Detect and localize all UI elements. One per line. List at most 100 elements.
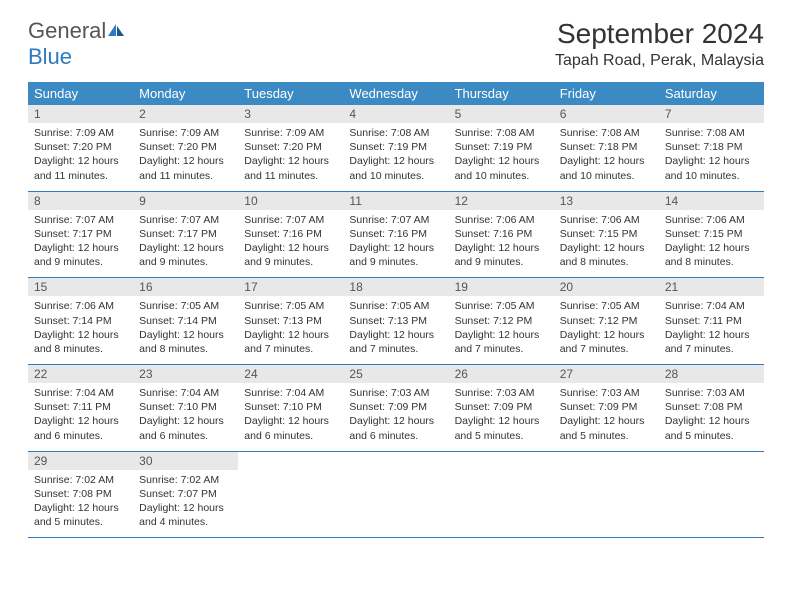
- daylight-text: Daylight: 12 hours and 9 minutes.: [34, 241, 127, 269]
- sunrise-text: Sunrise: 7:09 AM: [139, 126, 232, 140]
- sunset-text: Sunset: 7:08 PM: [34, 487, 127, 501]
- sunrise-text: Sunrise: 7:04 AM: [665, 299, 758, 313]
- sunrise-text: Sunrise: 7:07 AM: [139, 213, 232, 227]
- day-cell: 13Sunrise: 7:06 AMSunset: 7:15 PMDayligh…: [554, 192, 659, 278]
- sunrise-text: Sunrise: 7:06 AM: [560, 213, 653, 227]
- sunset-text: Sunset: 7:08 PM: [665, 400, 758, 414]
- daylight-text: Daylight: 12 hours and 7 minutes.: [349, 328, 442, 356]
- sunrise-text: Sunrise: 7:07 AM: [244, 213, 337, 227]
- sunset-text: Sunset: 7:18 PM: [665, 140, 758, 154]
- sunset-text: Sunset: 7:19 PM: [455, 140, 548, 154]
- sunrise-text: Sunrise: 7:08 AM: [665, 126, 758, 140]
- day-number: 14: [659, 192, 764, 210]
- sunset-text: Sunset: 7:16 PM: [349, 227, 442, 241]
- daylight-text: Daylight: 12 hours and 5 minutes.: [560, 414, 653, 442]
- day-body: Sunrise: 7:03 AMSunset: 7:09 PMDaylight:…: [449, 383, 554, 451]
- logo-text-1: General: [28, 18, 106, 43]
- day-body: Sunrise: 7:07 AMSunset: 7:17 PMDaylight:…: [133, 210, 238, 278]
- day-cell: 20Sunrise: 7:05 AMSunset: 7:12 PMDayligh…: [554, 278, 659, 364]
- sunset-text: Sunset: 7:10 PM: [139, 400, 232, 414]
- day-cell: 3Sunrise: 7:09 AMSunset: 7:20 PMDaylight…: [238, 105, 343, 191]
- sunrise-text: Sunrise: 7:05 AM: [455, 299, 548, 313]
- daylight-text: Daylight: 12 hours and 6 minutes.: [139, 414, 232, 442]
- day-cell: [449, 452, 554, 538]
- sunrise-text: Sunrise: 7:03 AM: [560, 386, 653, 400]
- day-cell: 28Sunrise: 7:03 AMSunset: 7:08 PMDayligh…: [659, 365, 764, 451]
- day-cell: 23Sunrise: 7:04 AMSunset: 7:10 PMDayligh…: [133, 365, 238, 451]
- sunrise-text: Sunrise: 7:03 AM: [349, 386, 442, 400]
- daylight-text: Daylight: 12 hours and 11 minutes.: [139, 154, 232, 182]
- day-cell: 29Sunrise: 7:02 AMSunset: 7:08 PMDayligh…: [28, 452, 133, 538]
- sunrise-text: Sunrise: 7:03 AM: [455, 386, 548, 400]
- day-number: 10: [238, 192, 343, 210]
- calendar-week: 15Sunrise: 7:06 AMSunset: 7:14 PMDayligh…: [28, 278, 764, 365]
- day-body: Sunrise: 7:09 AMSunset: 7:20 PMDaylight:…: [28, 123, 133, 191]
- day-body: Sunrise: 7:05 AMSunset: 7:14 PMDaylight:…: [133, 296, 238, 364]
- sunset-text: Sunset: 7:17 PM: [139, 227, 232, 241]
- sunset-text: Sunset: 7:20 PM: [139, 140, 232, 154]
- header: General Blue September 2024 Tapah Road, …: [28, 18, 764, 70]
- day-body: Sunrise: 7:05 AMSunset: 7:13 PMDaylight:…: [343, 296, 448, 364]
- sunrise-text: Sunrise: 7:04 AM: [34, 386, 127, 400]
- sunset-text: Sunset: 7:16 PM: [455, 227, 548, 241]
- day-body: Sunrise: 7:08 AMSunset: 7:19 PMDaylight:…: [449, 123, 554, 191]
- sunrise-text: Sunrise: 7:06 AM: [34, 299, 127, 313]
- day-cell: 14Sunrise: 7:06 AMSunset: 7:15 PMDayligh…: [659, 192, 764, 278]
- day-cell: 9Sunrise: 7:07 AMSunset: 7:17 PMDaylight…: [133, 192, 238, 278]
- day-body: Sunrise: 7:03 AMSunset: 7:08 PMDaylight:…: [659, 383, 764, 451]
- day-cell: 11Sunrise: 7:07 AMSunset: 7:16 PMDayligh…: [343, 192, 448, 278]
- day-body: Sunrise: 7:06 AMSunset: 7:14 PMDaylight:…: [28, 296, 133, 364]
- day-number: 23: [133, 365, 238, 383]
- day-body: Sunrise: 7:04 AMSunset: 7:11 PMDaylight:…: [659, 296, 764, 364]
- day-cell: 30Sunrise: 7:02 AMSunset: 7:07 PMDayligh…: [133, 452, 238, 538]
- sunset-text: Sunset: 7:16 PM: [244, 227, 337, 241]
- day-cell: [554, 452, 659, 538]
- calendar-week: 22Sunrise: 7:04 AMSunset: 7:11 PMDayligh…: [28, 365, 764, 452]
- day-label: Friday: [554, 82, 659, 105]
- day-body: Sunrise: 7:03 AMSunset: 7:09 PMDaylight:…: [554, 383, 659, 451]
- sunset-text: Sunset: 7:09 PM: [455, 400, 548, 414]
- day-number: 7: [659, 105, 764, 123]
- sunset-text: Sunset: 7:13 PM: [244, 314, 337, 328]
- sunrise-text: Sunrise: 7:09 AM: [34, 126, 127, 140]
- day-number: 21: [659, 278, 764, 296]
- daylight-text: Daylight: 12 hours and 11 minutes.: [244, 154, 337, 182]
- title-block: September 2024 Tapah Road, Perak, Malays…: [555, 18, 764, 70]
- day-cell: 4Sunrise: 7:08 AMSunset: 7:19 PMDaylight…: [343, 105, 448, 191]
- day-number: 30: [133, 452, 238, 470]
- daylight-text: Daylight: 12 hours and 5 minutes.: [455, 414, 548, 442]
- day-body: Sunrise: 7:02 AMSunset: 7:08 PMDaylight:…: [28, 470, 133, 538]
- day-number: 25: [343, 365, 448, 383]
- sunset-text: Sunset: 7:17 PM: [34, 227, 127, 241]
- day-number: 26: [449, 365, 554, 383]
- day-number: 5: [449, 105, 554, 123]
- sunrise-text: Sunrise: 7:03 AM: [665, 386, 758, 400]
- sunset-text: Sunset: 7:20 PM: [244, 140, 337, 154]
- day-cell: 1Sunrise: 7:09 AMSunset: 7:20 PMDaylight…: [28, 105, 133, 191]
- day-body: Sunrise: 7:04 AMSunset: 7:10 PMDaylight:…: [133, 383, 238, 451]
- day-number: 17: [238, 278, 343, 296]
- sunrise-text: Sunrise: 7:05 AM: [244, 299, 337, 313]
- day-body: Sunrise: 7:03 AMSunset: 7:09 PMDaylight:…: [343, 383, 448, 451]
- day-cell: 27Sunrise: 7:03 AMSunset: 7:09 PMDayligh…: [554, 365, 659, 451]
- daylight-text: Daylight: 12 hours and 10 minutes.: [349, 154, 442, 182]
- day-number: 13: [554, 192, 659, 210]
- location: Tapah Road, Perak, Malaysia: [555, 52, 764, 70]
- day-number: 24: [238, 365, 343, 383]
- day-number: 6: [554, 105, 659, 123]
- sunrise-text: Sunrise: 7:08 AM: [560, 126, 653, 140]
- day-cell: [343, 452, 448, 538]
- day-body: Sunrise: 7:04 AMSunset: 7:10 PMDaylight:…: [238, 383, 343, 451]
- day-number: 12: [449, 192, 554, 210]
- day-body: Sunrise: 7:07 AMSunset: 7:16 PMDaylight:…: [238, 210, 343, 278]
- calendar-header-row: Sunday Monday Tuesday Wednesday Thursday…: [28, 82, 764, 105]
- day-label: Monday: [133, 82, 238, 105]
- day-cell: 5Sunrise: 7:08 AMSunset: 7:19 PMDaylight…: [449, 105, 554, 191]
- sunset-text: Sunset: 7:12 PM: [455, 314, 548, 328]
- day-cell: 22Sunrise: 7:04 AMSunset: 7:11 PMDayligh…: [28, 365, 133, 451]
- day-cell: 10Sunrise: 7:07 AMSunset: 7:16 PMDayligh…: [238, 192, 343, 278]
- day-cell: 26Sunrise: 7:03 AMSunset: 7:09 PMDayligh…: [449, 365, 554, 451]
- day-cell: 8Sunrise: 7:07 AMSunset: 7:17 PMDaylight…: [28, 192, 133, 278]
- sunset-text: Sunset: 7:19 PM: [349, 140, 442, 154]
- day-cell: 19Sunrise: 7:05 AMSunset: 7:12 PMDayligh…: [449, 278, 554, 364]
